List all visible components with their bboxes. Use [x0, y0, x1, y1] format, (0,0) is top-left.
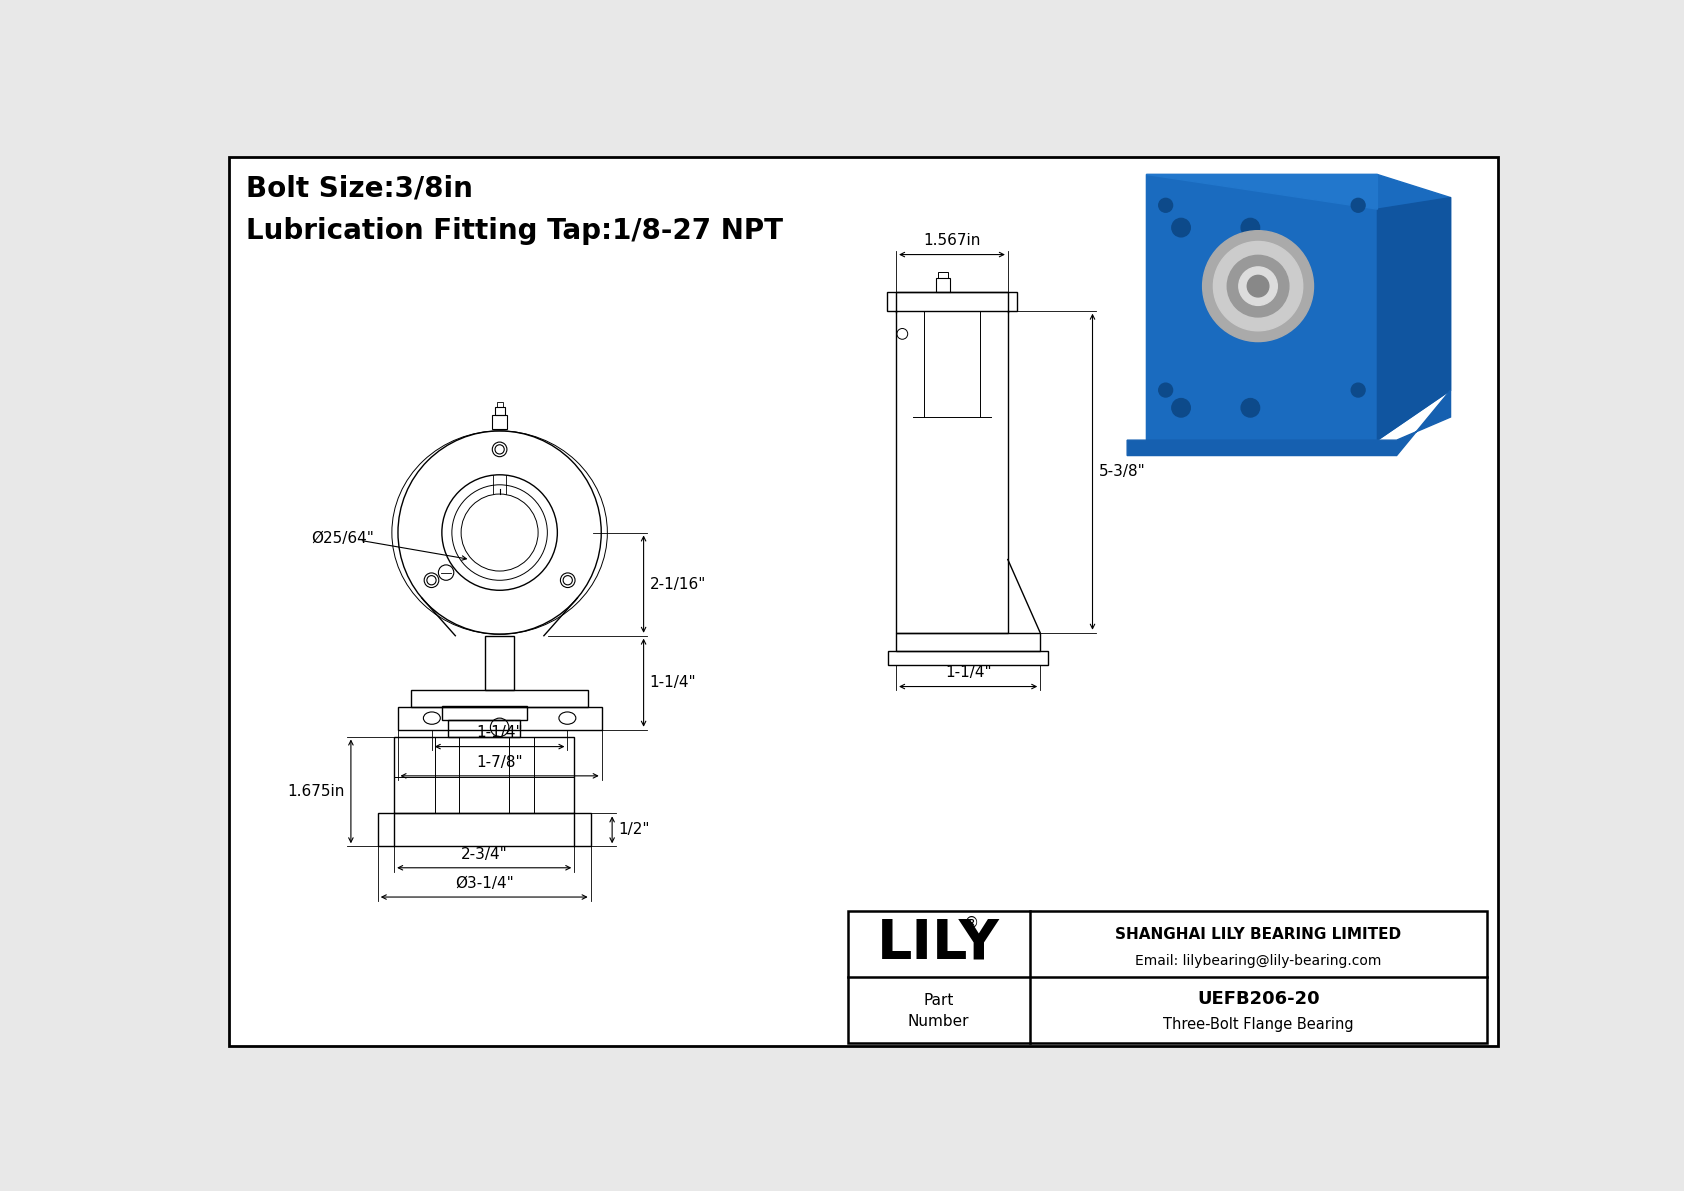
- Bar: [441, 706, 527, 719]
- Text: SHANGHAI LILY BEARING LIMITED: SHANGHAI LILY BEARING LIMITED: [1115, 927, 1401, 942]
- Text: Email: lilybearing@lily-bearing.com: Email: lilybearing@lily-bearing.com: [1135, 954, 1381, 968]
- Bar: [497, 401, 504, 407]
- Circle shape: [1351, 384, 1366, 397]
- Bar: [889, 651, 1047, 665]
- Bar: [377, 813, 591, 847]
- Bar: [896, 632, 1041, 651]
- Bar: [411, 690, 588, 706]
- Bar: [394, 736, 574, 813]
- Circle shape: [1248, 275, 1268, 297]
- Circle shape: [1202, 231, 1314, 342]
- Polygon shape: [1147, 175, 1378, 210]
- Circle shape: [1239, 267, 1276, 305]
- Text: 1.567in: 1.567in: [923, 233, 980, 249]
- Bar: [397, 706, 601, 730]
- Circle shape: [1241, 399, 1260, 417]
- Text: LILY: LILY: [877, 917, 1000, 971]
- Bar: [887, 292, 1017, 311]
- Circle shape: [1172, 218, 1191, 237]
- Bar: [938, 272, 948, 279]
- Text: Three-Bolt Flange Bearing: Three-Bolt Flange Bearing: [1164, 1017, 1354, 1033]
- Text: 1.675in: 1.675in: [288, 784, 345, 799]
- Bar: [448, 719, 520, 736]
- Polygon shape: [1147, 175, 1450, 441]
- Circle shape: [1159, 199, 1172, 212]
- Bar: [492, 414, 507, 429]
- Text: 5-3/8": 5-3/8": [1098, 464, 1145, 479]
- Text: 1/2": 1/2": [618, 822, 650, 837]
- Text: 2-3/4": 2-3/4": [461, 847, 507, 861]
- Text: Ø25/64": Ø25/64": [312, 531, 374, 547]
- Text: Part
Number: Part Number: [908, 993, 970, 1029]
- Bar: [936, 279, 950, 292]
- Text: UEFB206-20: UEFB206-20: [1197, 991, 1320, 1009]
- Text: Ø3-1/4": Ø3-1/4": [455, 875, 514, 891]
- Circle shape: [1241, 218, 1260, 237]
- Polygon shape: [1378, 198, 1450, 441]
- Bar: [847, 911, 1487, 1043]
- Polygon shape: [1127, 391, 1450, 455]
- Text: Bolt Size:3/8in: Bolt Size:3/8in: [246, 175, 473, 202]
- Text: ®: ®: [963, 916, 978, 931]
- Text: 1-7/8": 1-7/8": [477, 755, 524, 769]
- Circle shape: [1214, 242, 1303, 331]
- Bar: [485, 636, 514, 690]
- Circle shape: [1351, 199, 1366, 212]
- Text: Lubrication Fitting Tap:1/8-27 NPT: Lubrication Fitting Tap:1/8-27 NPT: [246, 217, 783, 245]
- Bar: [896, 292, 1007, 632]
- Circle shape: [1228, 255, 1288, 317]
- Circle shape: [1159, 384, 1172, 397]
- Text: 1-1/4": 1-1/4": [477, 725, 524, 741]
- Circle shape: [1172, 399, 1191, 417]
- Text: 1-1/4": 1-1/4": [650, 675, 697, 691]
- Bar: [495, 407, 505, 414]
- Text: 2-1/16": 2-1/16": [650, 576, 706, 592]
- Text: 1-1/4": 1-1/4": [945, 666, 992, 680]
